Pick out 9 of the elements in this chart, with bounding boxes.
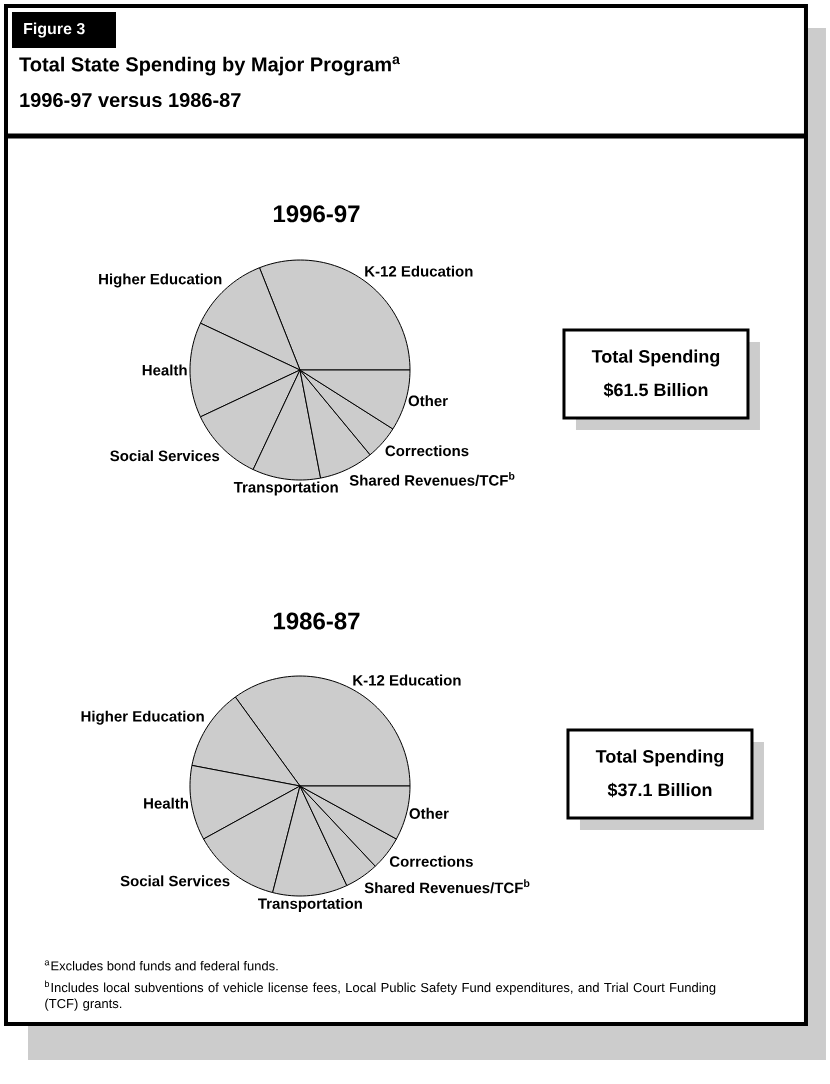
caption: Figure 3	[24, 22, 85, 38]
chart-title: 1986-87	[273, 612, 360, 630]
text: Total State Spending by Major Program$^{a}$	[19, 56, 400, 76]
text: Total Spending	[591, 349, 720, 367]
text: $37.1 Billion	[607, 782, 712, 798]
chart-title: 1996-97	[273, 205, 360, 223]
text: Total Spending	[595, 749, 724, 767]
text: 1996-97 versus 1986-87	[20, 92, 241, 108]
text: $61.5 Billion	[603, 382, 708, 398]
